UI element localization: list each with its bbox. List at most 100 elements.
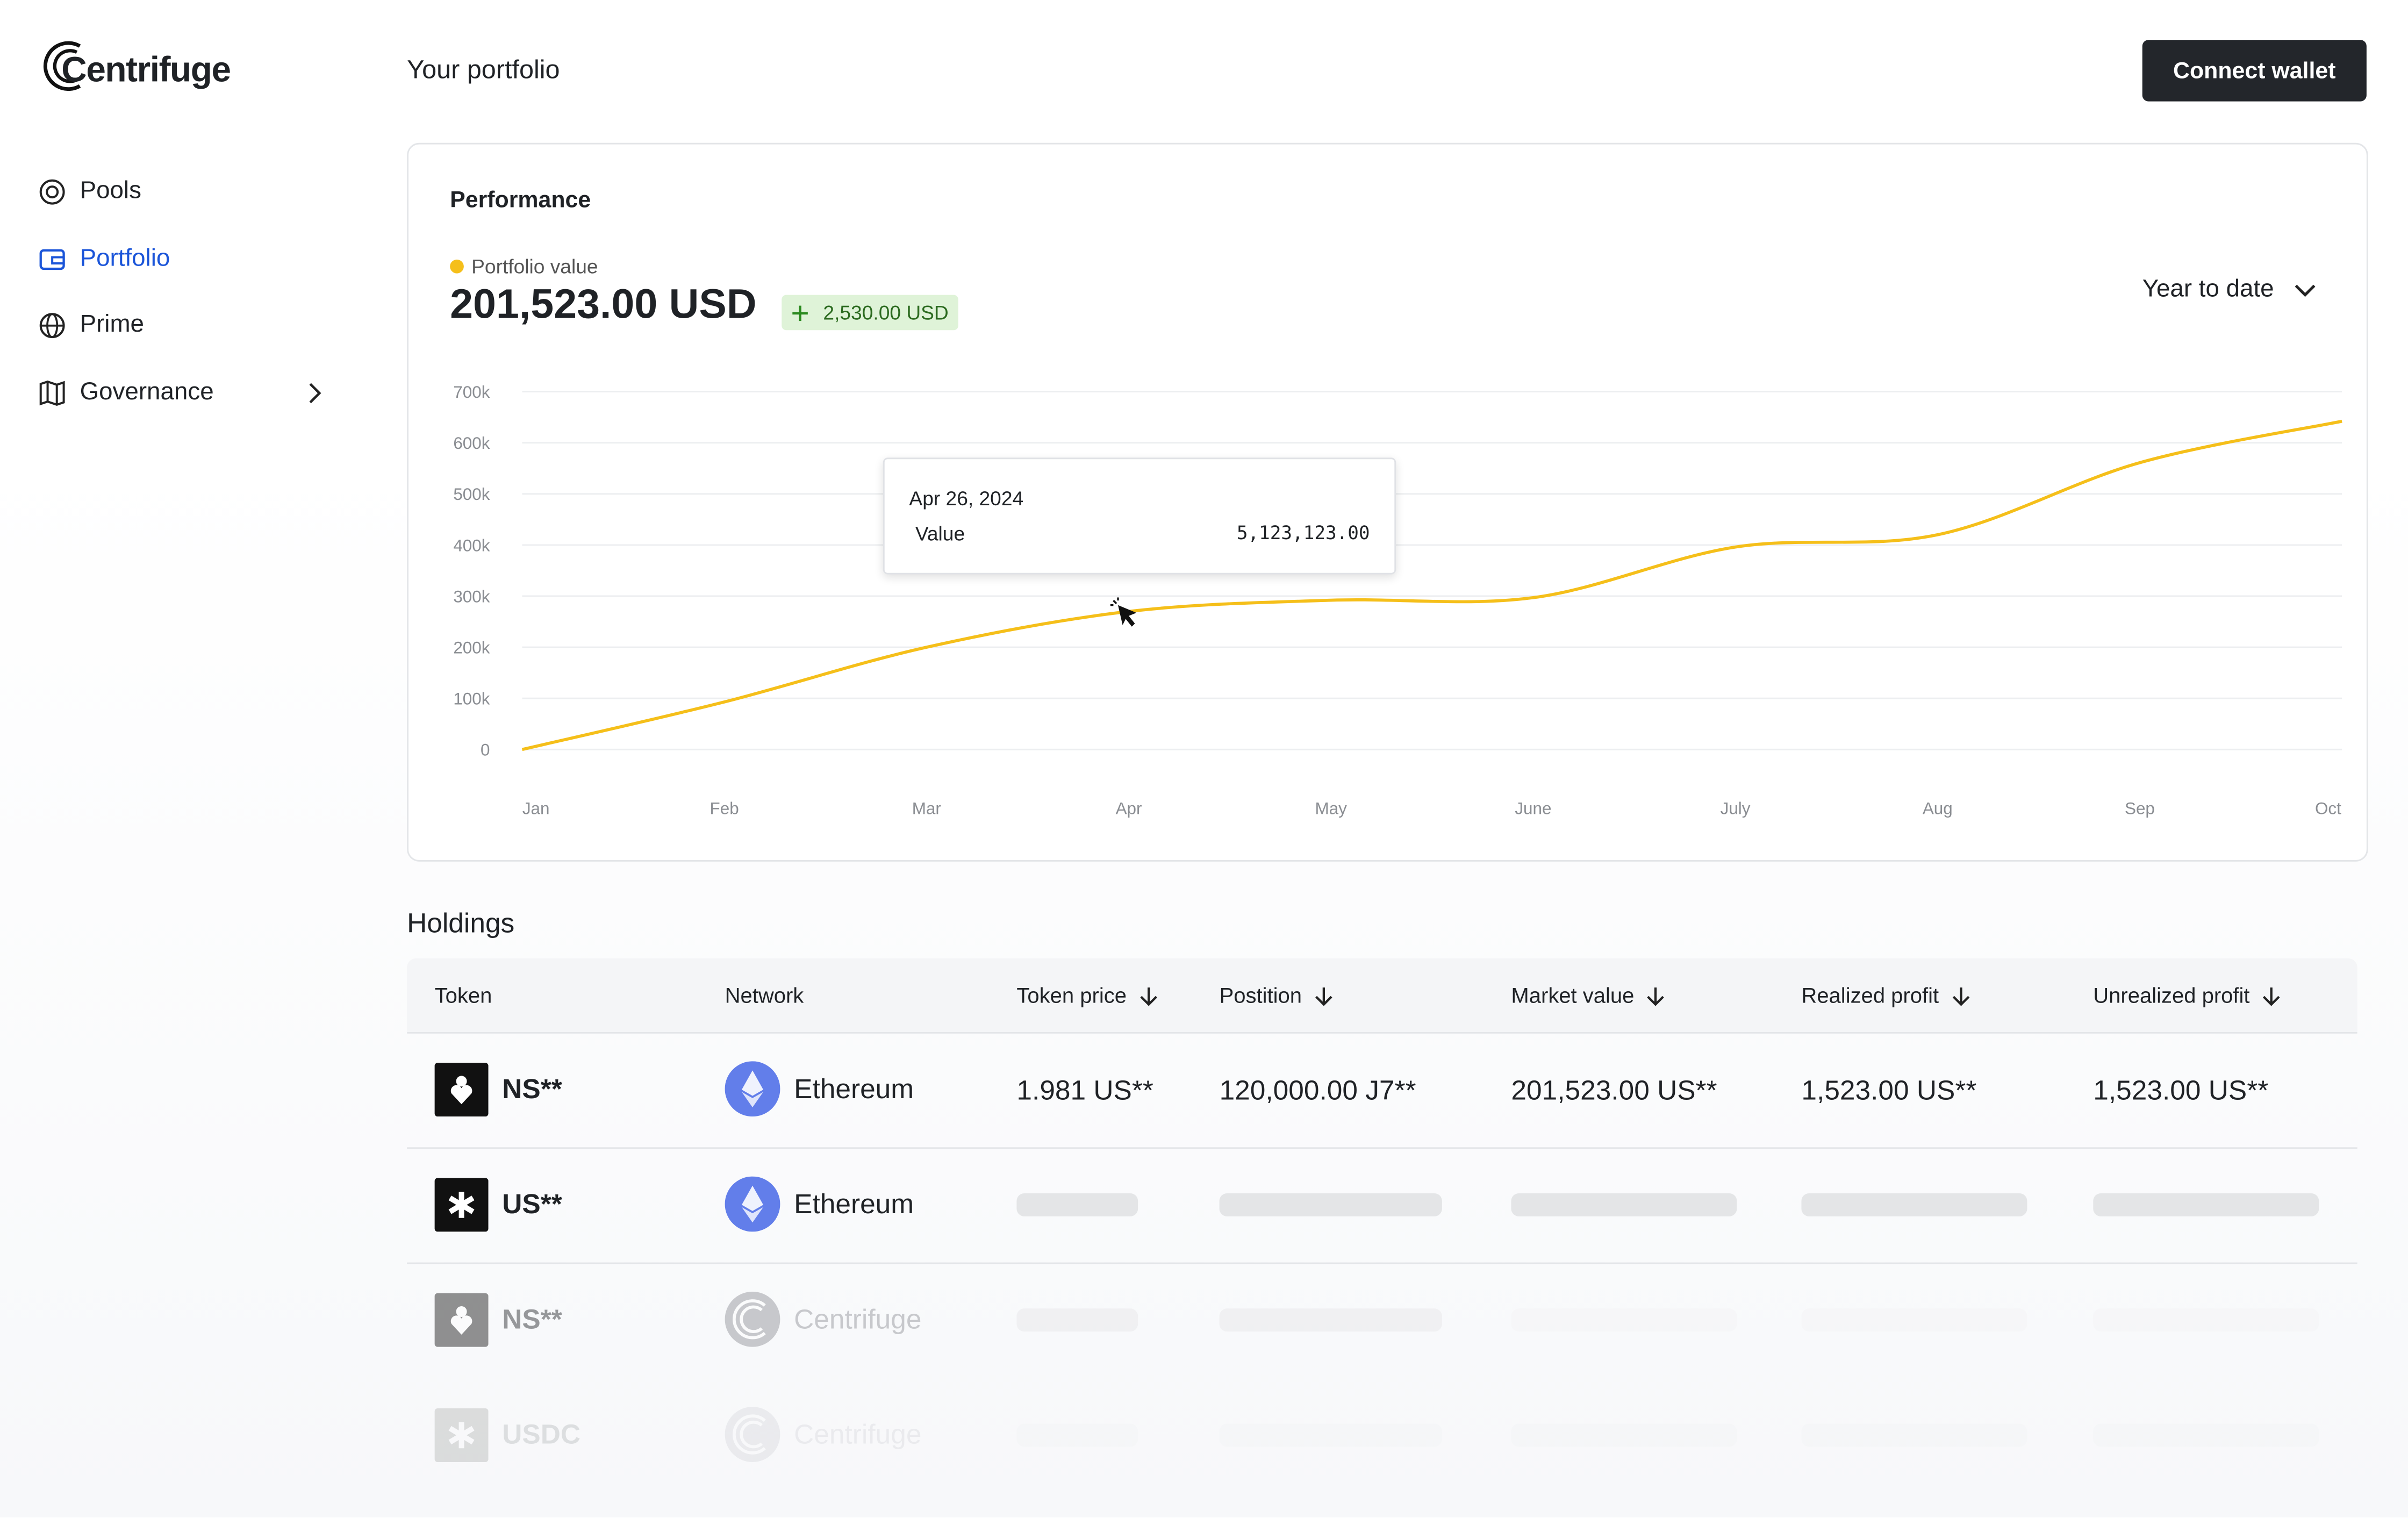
column-header[interactable]: Postition: [1220, 958, 1333, 1032]
x-tick-label: Jan: [522, 799, 550, 818]
network-name: Ethereum: [794, 1072, 914, 1104]
holdings-title: Holdings: [407, 907, 515, 939]
x-tick-label: Aug: [1923, 799, 1953, 818]
period-label: Year to date: [2142, 276, 2274, 303]
y-tick-label: 400k: [453, 536, 490, 555]
skeleton: [1511, 1193, 1737, 1216]
skeleton: [1801, 1193, 2027, 1216]
nav-icon: [39, 380, 65, 406]
token-name: NS**: [502, 1304, 562, 1335]
x-tick-label: Apr: [1116, 799, 1142, 818]
y-tick-label: 100k: [453, 690, 490, 708]
skeleton: [1219, 1193, 1442, 1216]
nav-icon: [39, 179, 65, 205]
chevron-right: [309, 383, 321, 404]
x-tick-label: Oct: [2315, 799, 2341, 818]
column-header: Token: [435, 958, 492, 1032]
table-row: US** Ethereum: [407, 1147, 2357, 1264]
connect-wallet-button[interactable]: Connect wallet: [2142, 40, 2367, 102]
network-cell: Ethereum: [725, 1061, 914, 1117]
network-name: Centrifuge: [794, 1303, 922, 1334]
legend-label: Portfolio value: [471, 255, 598, 278]
x-tick-label: Sep: [2125, 799, 2155, 818]
token-name: USDC: [502, 1419, 581, 1450]
page-title: Your portfolio: [407, 55, 560, 85]
nav-icon: [39, 313, 65, 339]
nav-item[interactable]: Portfolio: [38, 246, 170, 273]
performance-card: Performance Portfolio value 201,523.00 U…: [407, 142, 2368, 862]
network-cell: Centrifuge: [725, 1407, 922, 1462]
portfolio-value: 201,523.00 USD: [450, 281, 757, 327]
token-cell: NS**: [434, 1293, 562, 1347]
nav-icon: [39, 249, 65, 270]
skeleton: [2093, 1193, 2319, 1216]
token-icon: [434, 1178, 489, 1232]
chart: 0 100k 200k 300k 400k 500k 600k 700k Jan Feb Mar Ap…: [453, 383, 2342, 818]
line: [521, 419, 2342, 751]
x-tick-label: Feb: [710, 799, 739, 818]
x-tick-label: May: [1315, 799, 1348, 818]
token-icon: [434, 1408, 489, 1462]
value-cell: 1,523.00 US**: [1801, 1074, 1977, 1105]
network-icon: [725, 1407, 780, 1462]
legend: Portfolio value: [450, 255, 598, 278]
column-header[interactable]: Token price: [1016, 958, 1157, 1032]
token-cell: NS**: [434, 1063, 562, 1117]
skeleton: [1511, 1423, 1737, 1447]
y-tick-label: 700k: [453, 383, 490, 402]
table-header: [407, 958, 2357, 1034]
column-label: Unrealized profit: [2093, 983, 2250, 1008]
legend-swatch: [450, 259, 464, 274]
skeleton: [1016, 1193, 1138, 1216]
tooltip-date: Apr 26, 2024: [909, 486, 1024, 510]
token-cell: USDC: [434, 1408, 581, 1462]
sort-icon: [1315, 986, 1332, 1005]
column-header[interactable]: Market value: [1511, 958, 1665, 1032]
column-label: Network: [725, 983, 804, 1008]
nav-item[interactable]: Governance: [38, 380, 322, 407]
token-icon: [434, 1293, 489, 1347]
token-name: US**: [502, 1188, 562, 1220]
column-header[interactable]: Unrealized profit: [2093, 958, 2280, 1032]
skeleton: [1801, 1308, 2027, 1332]
value-cell: 201,523.00 US**: [1511, 1074, 1717, 1105]
skeleton: [1801, 1423, 2027, 1447]
value-cell: 1.981 US**: [1016, 1074, 1153, 1105]
nav-label: Governance: [80, 379, 214, 406]
skeleton: [1016, 1308, 1138, 1332]
table-row: NS** Ethereum 1.981 US** 120,000.00 J7** 201…: [407, 1032, 2357, 1149]
change-badge: 2,530.00 USD: [782, 295, 958, 331]
plus-icon: [792, 305, 808, 320]
period-select[interactable]: Year to date: [2142, 276, 2316, 304]
token-cell: US**: [434, 1178, 562, 1232]
column-label: Token price: [1016, 983, 1127, 1008]
skeleton: [1511, 1308, 1737, 1332]
nav-label: Portfolio: [80, 246, 170, 272]
network-icon: [725, 1061, 780, 1117]
skeleton: [2093, 1308, 2319, 1332]
card-title: Performance: [450, 187, 591, 214]
column-label: Postition: [1219, 983, 1302, 1008]
nav-item[interactable]: Pools: [38, 178, 141, 205]
table-row: USDC Centrifuge: [407, 1378, 2357, 1493]
network-icon: [725, 1291, 780, 1347]
chevron-down: [2294, 284, 2315, 297]
column-label: Realized profit: [1801, 983, 1939, 1008]
network-name: Centrifuge: [794, 1418, 922, 1449]
table-row: NS** Centrifuge: [407, 1263, 2357, 1378]
network-name: Ethereum: [794, 1188, 914, 1219]
skeleton: [2093, 1423, 2319, 1447]
x-tick-label: June: [1515, 799, 1551, 818]
nav-item[interactable]: Prime: [38, 312, 144, 339]
cursor-icon: [1110, 597, 1137, 627]
value-cell: 1,523.00 US**: [2093, 1074, 2269, 1105]
tooltip: Apr 26, 2024 Value 5,123,123.00: [883, 457, 1396, 575]
nav-label: Prime: [80, 312, 144, 338]
token-name: NS**: [502, 1073, 562, 1105]
sort-icon: [1140, 986, 1157, 1005]
x-tick-label: Mar: [912, 799, 941, 818]
column-header[interactable]: Realized profit: [1801, 958, 1969, 1032]
skeleton: [1219, 1308, 1442, 1332]
y-tick-label: 300k: [453, 587, 490, 606]
